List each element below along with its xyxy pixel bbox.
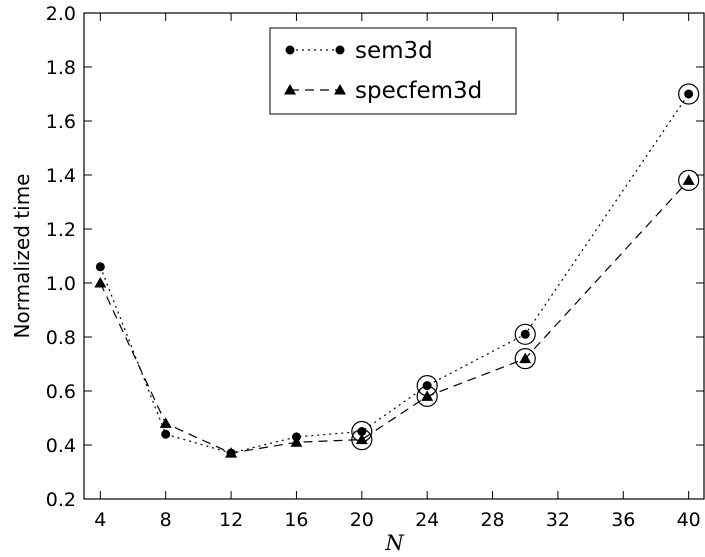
legend-label: sem3d — [355, 38, 433, 64]
sem3d-point — [684, 89, 694, 99]
x-tick-label: 16 — [284, 509, 308, 531]
specfem3d-point — [159, 417, 172, 428]
x-tick-label: 40 — [677, 509, 701, 531]
x-tick-label: 28 — [480, 509, 504, 531]
plot-area — [94, 83, 700, 458]
legend-label: specfem3d — [355, 78, 482, 104]
legend-box — [269, 27, 517, 115]
plot-frame — [83, 12, 705, 500]
highlight-circle — [678, 83, 700, 105]
y-tick-label: 0.4 — [46, 435, 76, 457]
highlight-circle — [416, 385, 438, 407]
axes: 4 8 12 16 20 24 28 32 36 40 0.2 0.4 0.6 0.8 1.0 1.2 1.4 1… — [10, 3, 705, 555]
x-tick-label: 20 — [350, 509, 374, 531]
y-tick-label: 1.6 — [46, 111, 76, 133]
highlight-circle — [351, 429, 373, 451]
y-tick-label: 1.0 — [46, 273, 76, 295]
x-tick-label: 36 — [611, 509, 635, 531]
legend: sem3d specfem3d — [269, 27, 517, 115]
y-tick-label: 0.8 — [46, 327, 76, 349]
legend-marker — [335, 45, 345, 55]
sem3d-point — [161, 429, 171, 439]
legend-marker — [334, 84, 346, 95]
specfem3d-point — [519, 352, 532, 364]
legend-marker — [284, 84, 296, 95]
x-tick-label: 24 — [415, 509, 439, 531]
x-tick-label: 4 — [94, 509, 106, 531]
specfem3d-line — [99, 179, 690, 454]
x-tick-label: 32 — [546, 509, 570, 531]
highlight-circle — [678, 169, 700, 191]
x-tick-label: 8 — [160, 509, 172, 531]
highlight-circle — [514, 323, 536, 345]
highlight-circle — [416, 375, 438, 397]
y-axis-label: Normalized time — [10, 174, 34, 339]
specfem3d-point — [682, 174, 695, 185]
y-tick-label: 1.4 — [46, 165, 76, 187]
sem3d-point — [520, 329, 530, 339]
y-tick-label: 1.8 — [46, 57, 76, 79]
highlight-circle — [514, 348, 536, 370]
sem3d-point — [422, 381, 432, 391]
specfem3d-point — [225, 447, 238, 458]
y-tick-label: 0.6 — [46, 381, 76, 403]
y-tick-label: 1.2 — [46, 219, 76, 241]
highlight-circle — [351, 420, 373, 443]
x-axis-label: N — [384, 531, 404, 555]
specfem3d-point — [94, 277, 107, 288]
y-tick-label: 2.0 — [46, 3, 76, 25]
specfem3d-point — [355, 433, 368, 445]
y-tick-label: 0.2 — [46, 489, 76, 511]
sem3d-point — [95, 262, 105, 272]
sem3d-line — [99, 93, 690, 454]
legend-marker — [285, 45, 295, 55]
specfem3d-point — [290, 436, 303, 447]
x-tick-label: 12 — [219, 509, 243, 531]
